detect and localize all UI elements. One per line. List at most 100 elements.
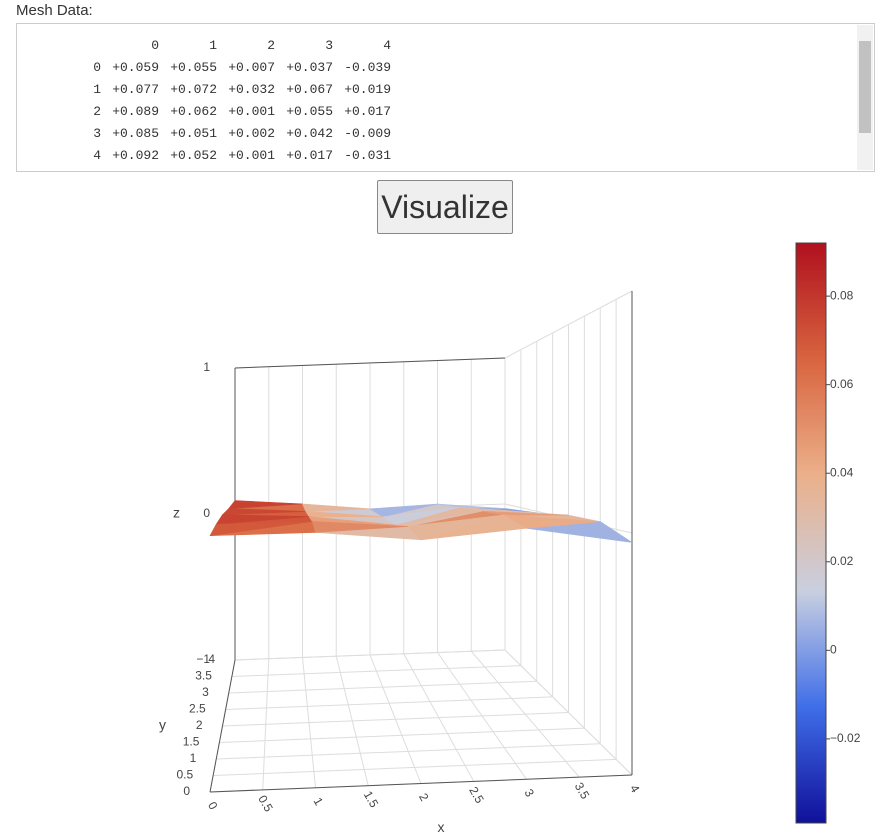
- axis-edge: [209, 774, 633, 793]
- surface-facet: [459, 506, 537, 514]
- surface-facet: [221, 508, 306, 516]
- table-row: 2 +0.089 +0.062 +0.001 +0.055 +0.017: [77, 100, 391, 122]
- surface-facet: [308, 516, 396, 526]
- x-tick-label: 1: [310, 795, 326, 808]
- table-cell: +0.077: [112, 81, 159, 97]
- y-tick-label: 0: [183, 784, 190, 798]
- y-tick-label: 1: [190, 751, 197, 765]
- table-cell: +0.017: [286, 147, 333, 163]
- table-cell: +0.019: [344, 81, 391, 97]
- table-cell: +0.007: [228, 59, 275, 75]
- row-index: 3: [93, 125, 101, 141]
- y-grid-floor: [231, 665, 521, 677]
- x-tick-label: 2.5: [466, 784, 487, 806]
- row-index: 4: [93, 147, 101, 163]
- table-cell: +0.092: [112, 147, 159, 163]
- x-tick-label: 3.5: [572, 780, 593, 802]
- corner-cell: [77, 34, 101, 56]
- y-tick-label: 2: [196, 718, 203, 732]
- surface-facet: [437, 503, 506, 509]
- axis-edge: [234, 357, 506, 369]
- surface-facet: [228, 500, 303, 509]
- table-cell: +0.059: [112, 59, 159, 75]
- scrollbar[interactable]: [857, 25, 873, 170]
- row-index: 1: [93, 81, 101, 97]
- table-cell: +0.001: [228, 103, 275, 119]
- table-cell: +0.085: [112, 125, 159, 141]
- surface-facet: [215, 514, 310, 525]
- x-tick-label: 4: [627, 782, 643, 795]
- x-axis-title: x: [438, 819, 445, 835]
- table-cell: +0.037: [286, 59, 333, 75]
- y-grid-floor: [225, 696, 553, 710]
- y-grid-floor: [228, 680, 537, 694]
- z-tick-label: 1: [203, 360, 210, 374]
- table-cell: +0.055: [170, 59, 217, 75]
- axis-edge: [209, 659, 236, 793]
- surface-facet: [311, 521, 409, 533]
- table-cell: +0.042: [286, 125, 333, 141]
- table-cell: -0.039: [344, 59, 391, 75]
- x-tick-label: 0: [205, 799, 221, 812]
- colorbar: [795, 242, 827, 824]
- table-cell: +0.002: [228, 125, 275, 141]
- column-header: 2: [267, 37, 275, 53]
- column-header: 4: [383, 37, 391, 53]
- y-grid-floor: [216, 743, 601, 760]
- y-axis-title: y: [159, 717, 166, 733]
- mesh-textarea[interactable]: 0 1 2 3 4 0 +0.059 +0.055 +0.007 +0.037 -0.039 1 +0.…: [16, 23, 875, 172]
- surface: [209, 500, 633, 543]
- table-row: 0 +0.059 +0.055 +0.007 +0.037 -0.039: [77, 56, 391, 78]
- colorbar-tick-label: 0.08: [830, 288, 854, 302]
- table-cell: +0.017: [344, 103, 391, 119]
- z-tick-label: −1: [196, 652, 210, 666]
- visualize-button[interactable]: Visualize: [377, 180, 513, 234]
- row-index: 2: [93, 103, 101, 119]
- table-cell: +0.051: [170, 125, 217, 141]
- surface-facet: [305, 511, 383, 518]
- surface-facet: [504, 514, 601, 529]
- z-grid-side: [504, 649, 633, 776]
- surface-facet: [369, 503, 438, 518]
- colorbar-tick-label: 0: [830, 643, 837, 657]
- table-row: 3 +0.085 +0.051 +0.002 +0.042 -0.009: [77, 122, 391, 144]
- z-tick-label: 0: [203, 506, 210, 520]
- column-header: 0: [151, 37, 159, 53]
- surface-facet: [302, 503, 371, 512]
- table-row: 4 +0.092 +0.052 +0.001 +0.017 -0.031: [77, 144, 391, 166]
- table-cell: +0.072: [170, 81, 217, 97]
- colorbar-tick-label: 0.02: [830, 554, 854, 568]
- surface-facet: [395, 510, 483, 527]
- column-header: 3: [325, 37, 333, 53]
- x-tick-label: 0.5: [255, 793, 276, 815]
- y-tick-label: 2.5: [189, 702, 206, 716]
- table-cell: +0.032: [228, 81, 275, 97]
- chart: 0 0.5 1 1.5 2 2.5 3 3.5 400.511.522.533.54−101zy…: [159, 242, 861, 835]
- colorbar-tick-label: −0.02: [830, 731, 861, 745]
- mesh-table: 0 1 2 3 4 0 +0.059 +0.055 +0.007 +0.037 -0.039 1 +0.…: [77, 34, 391, 166]
- table-cell: -0.009: [344, 125, 391, 141]
- y-tick-label: 3: [202, 685, 209, 699]
- x-tick-label: 1.5: [361, 788, 382, 810]
- y-tick-label: 0.5: [176, 768, 193, 782]
- header-row: 0 1 2 3 4: [77, 34, 391, 56]
- scroll-thumb[interactable]: [859, 41, 871, 133]
- y-grid-floor: [213, 758, 617, 776]
- surface-facet: [481, 510, 569, 516]
- field-label: Mesh Data:: [16, 2, 93, 19]
- table-cell: +0.055: [286, 103, 333, 119]
- table-row: 1 +0.077 +0.072 +0.032 +0.067 +0.019: [77, 78, 391, 100]
- x-tick-label: 2: [416, 791, 432, 804]
- table-cell: -0.031: [344, 147, 391, 163]
- y-tick-label: 1.5: [183, 735, 200, 749]
- surface-facet: [209, 521, 313, 537]
- table-cell: +0.062: [170, 103, 217, 119]
- y-tick-label: 3.5: [195, 669, 212, 683]
- surface-facet: [381, 506, 460, 526]
- row-index: 0: [93, 59, 101, 75]
- table-cell: +0.089: [112, 103, 159, 119]
- z-grid-side: [504, 290, 633, 359]
- y-grid-floor: [222, 712, 569, 727]
- table-cell: +0.067: [286, 81, 333, 97]
- table-cell: +0.001: [228, 147, 275, 163]
